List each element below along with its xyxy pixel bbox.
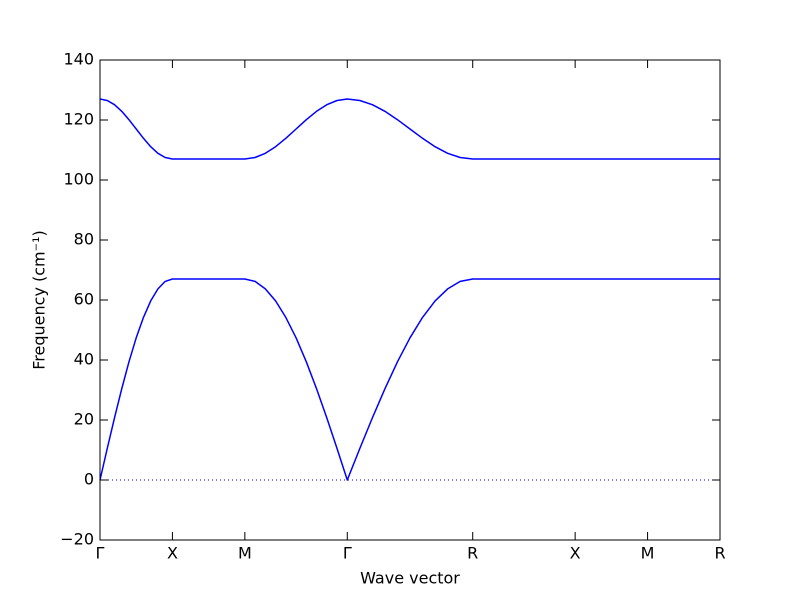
x-axis-label: Wave vector [360, 569, 460, 588]
x-tick-label: R [714, 544, 725, 563]
y-tick-label: −20 [60, 530, 94, 549]
y-tick-label: 140 [63, 50, 94, 69]
x-tick-label: M [238, 544, 252, 563]
x-tick-label: M [641, 544, 655, 563]
y-tick-label: 80 [74, 230, 94, 249]
x-tick-label: Γ [343, 544, 352, 563]
x-tick-label: X [167, 544, 178, 563]
band-line [99, 98, 720, 160]
y-axis-label: Frequency (cm⁻¹) [30, 230, 49, 369]
y-tick-label: 20 [74, 410, 94, 429]
x-tick-label: R [467, 544, 478, 563]
x-tick-label: Γ [96, 544, 105, 563]
y-tick-label: 60 [74, 290, 94, 309]
y-tick-label: 0 [84, 470, 94, 489]
y-tick-label: 40 [74, 350, 94, 369]
band-line [99, 278, 720, 481]
y-tick-label: 120 [63, 110, 94, 129]
x-tick-label: X [570, 544, 581, 563]
y-tick-label: 100 [63, 170, 94, 189]
